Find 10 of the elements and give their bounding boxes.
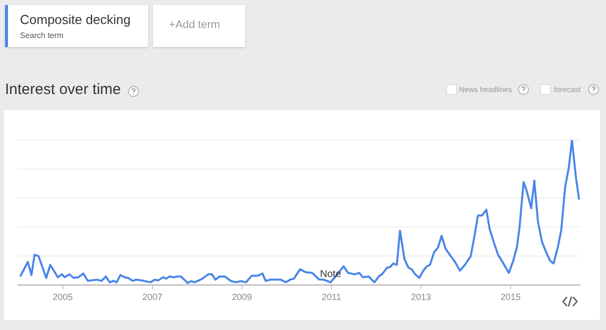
x-tick-label: 2005 bbox=[52, 292, 73, 302]
text: Search term bbox=[20, 31, 64, 40]
x-tick-label: 2013 bbox=[411, 292, 432, 302]
text: +Add term bbox=[169, 19, 220, 31]
text: Composite decking bbox=[20, 12, 131, 27]
x-tick-label: 2011 bbox=[322, 292, 342, 302]
x-tick-label: 2007 bbox=[142, 292, 162, 302]
x-tick-label: 2009 bbox=[232, 292, 252, 302]
x-tick-label: 2015 bbox=[500, 292, 521, 302]
chart-title: Interest over time bbox=[5, 81, 121, 98]
